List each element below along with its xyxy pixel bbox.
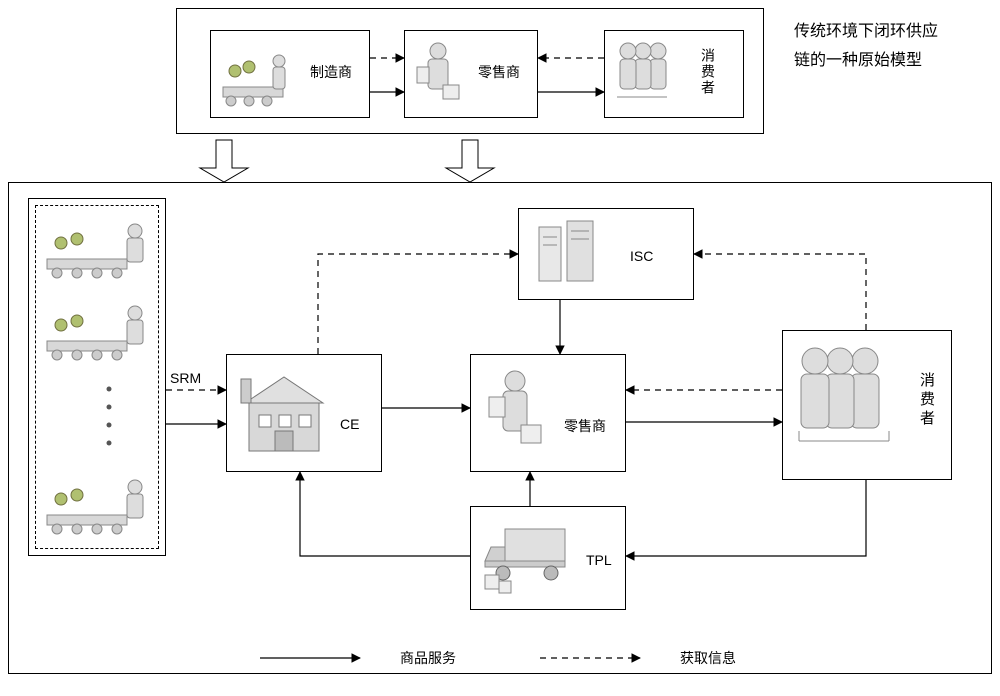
legend-dashed-line [540, 648, 650, 668]
legend-solid-label: 商品服务 [400, 648, 456, 668]
legend-solid-line [260, 648, 370, 668]
diagram-canvas: 传统环境下闭环供应 链的一种原始模型 制造商 [0, 0, 1000, 696]
bottom-arrows [0, 0, 1000, 696]
legend-dashed-label: 获取信息 [680, 648, 736, 668]
